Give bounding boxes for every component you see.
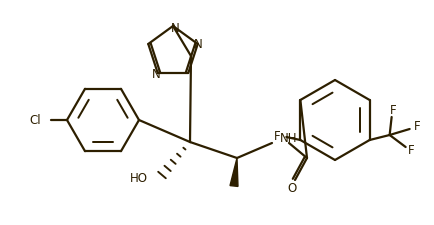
Text: NH: NH <box>279 133 297 146</box>
Text: O: O <box>287 182 296 194</box>
Text: F: F <box>389 104 396 117</box>
Text: N: N <box>170 22 179 34</box>
Text: F: F <box>413 121 420 133</box>
Text: HO: HO <box>130 173 148 185</box>
Polygon shape <box>230 158 237 187</box>
Text: Cl: Cl <box>30 113 41 126</box>
Text: F: F <box>273 130 280 144</box>
Text: F: F <box>408 144 414 158</box>
Text: N: N <box>194 38 203 52</box>
Text: N: N <box>152 68 161 81</box>
